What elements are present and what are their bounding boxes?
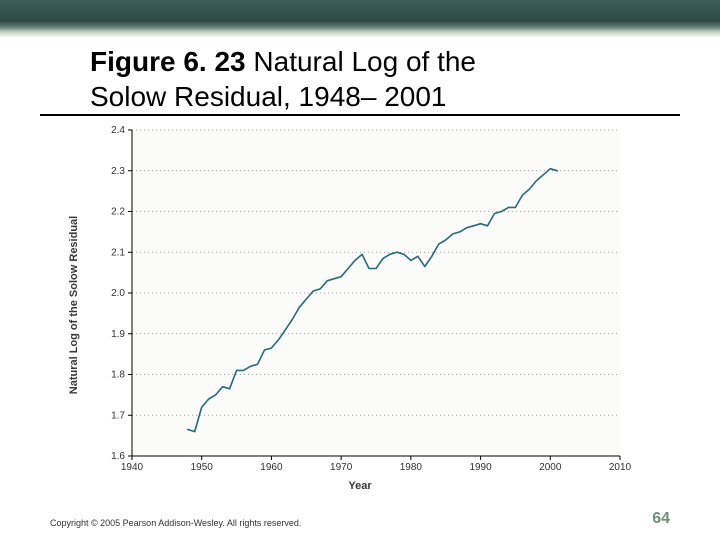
- svg-text:1960: 1960: [260, 462, 283, 473]
- figure-number: Figure 6. 23: [90, 46, 246, 77]
- svg-text:2.1: 2.1: [111, 247, 125, 258]
- svg-text:1990: 1990: [469, 462, 492, 473]
- y-axis-label: Natural Log of the Solow Residual: [68, 216, 80, 394]
- svg-text:1950: 1950: [191, 462, 214, 473]
- svg-text:2.0: 2.0: [111, 288, 125, 299]
- svg-text:1.7: 1.7: [111, 410, 125, 421]
- svg-text:2.3: 2.3: [111, 166, 125, 177]
- copyright-text: Copyright © 2005 Pearson Addison-Wesley.…: [50, 518, 301, 528]
- svg-text:1.6: 1.6: [111, 451, 125, 462]
- svg-text:1980: 1980: [400, 462, 423, 473]
- svg-text:1940: 1940: [121, 462, 144, 473]
- svg-text:1970: 1970: [330, 462, 353, 473]
- slide-footer: Copyright © 2005 Pearson Addison-Wesley.…: [50, 510, 670, 528]
- figure-title-part1: Natural Log of the: [246, 46, 476, 77]
- line-chart: Natural Log of the Solow Residual Year 1…: [80, 120, 640, 490]
- svg-text:1.8: 1.8: [111, 370, 125, 381]
- svg-text:2010: 2010: [609, 462, 632, 473]
- figure-title-part2: Solow Residual, 1948– 2001: [90, 79, 630, 114]
- svg-text:2.4: 2.4: [111, 125, 125, 136]
- figure-title: Figure 6. 23 Natural Log of the Solow Re…: [40, 38, 680, 116]
- svg-text:2.2: 2.2: [111, 207, 125, 218]
- top-banner: [0, 0, 720, 38]
- page-number: 64: [652, 510, 670, 528]
- chart-svg: 1940 1950 1960 1970 1980 1990 2000 2010 1.6 1.7 1.…: [80, 120, 640, 490]
- svg-text:1.9: 1.9: [111, 329, 125, 340]
- svg-text:2000: 2000: [539, 462, 562, 473]
